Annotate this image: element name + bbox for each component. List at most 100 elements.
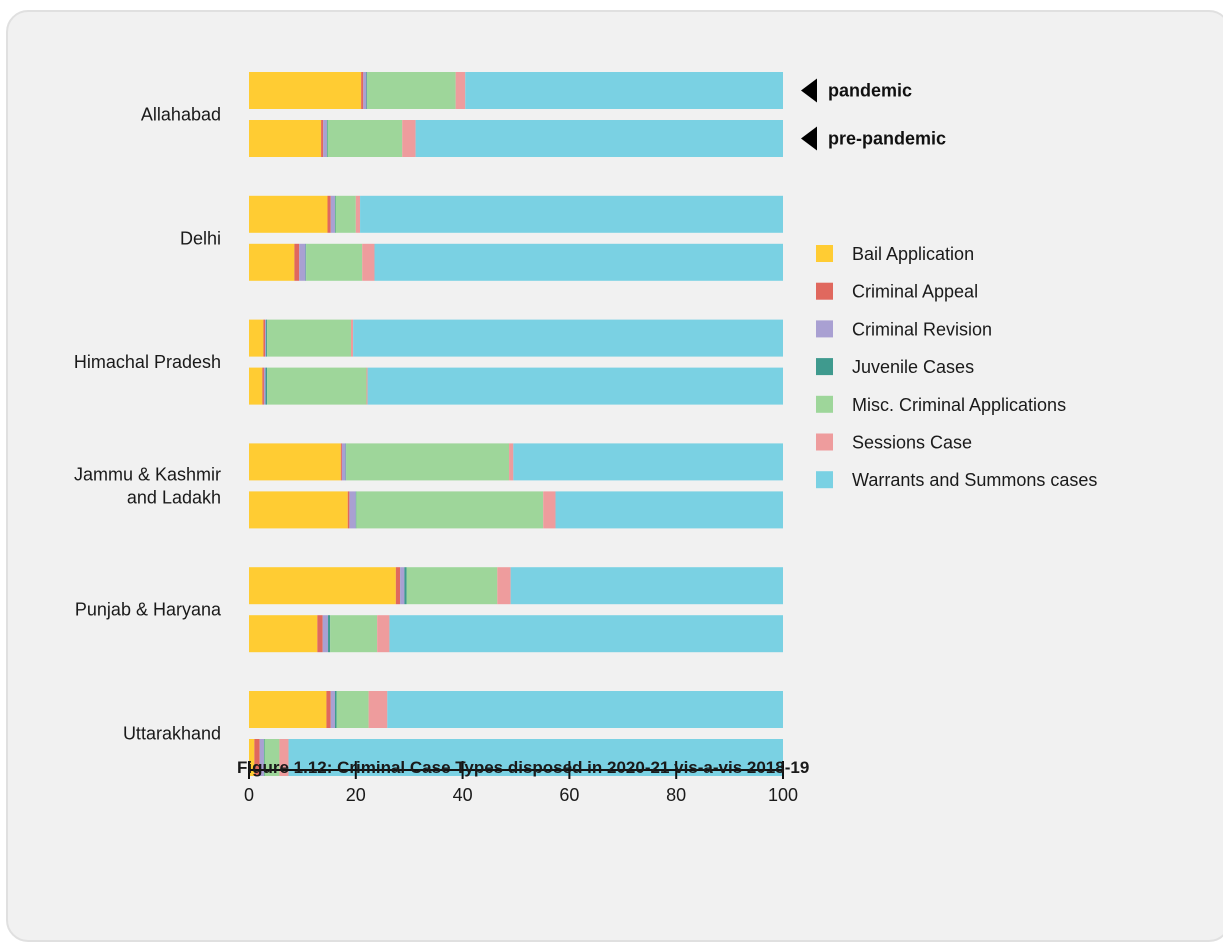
bar-segment-juvenile-cases-pandemic xyxy=(404,567,407,605)
chart-title: Figure 1.12: Criminal Case Types dispose… xyxy=(237,758,809,777)
category-label: Uttarakhand xyxy=(123,724,221,744)
bar-segment-juvenile-cases-pandemic xyxy=(334,691,337,728)
legend-swatch xyxy=(816,320,833,338)
bar-segment-sessions-case-pandemic xyxy=(497,567,511,605)
bar-segment-juvenile-cases-pandemic xyxy=(266,319,268,357)
bar-segment-sessions-case-pandemic xyxy=(355,195,361,233)
bar-segment-criminal-appeal-pre-pandemic xyxy=(317,615,323,653)
bar-segment-bail-application-pre-pandemic xyxy=(249,491,348,529)
legend-label: Misc. Criminal Applications xyxy=(852,395,1066,415)
bar-segment-sessions-case-pre-pandemic xyxy=(543,491,556,529)
bar-segment-warrants-and-summons-cases-pre-pandemic xyxy=(415,120,783,157)
legend-label: Criminal Appeal xyxy=(852,282,978,302)
bar-segment-warrants-and-summons-cases-pandemic xyxy=(360,195,783,233)
bar-segment-criminal-appeal-pre-pandemic xyxy=(262,367,264,405)
category-label: and Ladakh xyxy=(127,487,221,507)
x-tick-label: 80 xyxy=(666,785,686,805)
bar-segment-sessions-case-pandemic xyxy=(350,319,354,357)
x-tick-label: 60 xyxy=(559,785,579,805)
bar-segment-misc-criminal-applications-pre-pandemic xyxy=(327,120,403,157)
bar-segment-criminal-revision-pandemic xyxy=(363,72,367,109)
x-tick-label: 100 xyxy=(768,785,798,805)
bar-segment-sessions-case-pre-pandemic xyxy=(366,367,368,405)
bar-segment-bail-application-pandemic xyxy=(249,195,328,233)
bar-segment-criminal-revision-pandemic xyxy=(341,443,346,481)
bar-segment-criminal-appeal-pandemic xyxy=(263,319,266,357)
bar-segment-misc-criminal-applications-pandemic xyxy=(406,567,498,605)
bar-segment-criminal-appeal-pandemic xyxy=(340,443,342,481)
x-axis: 0 20 40 60 80 100 xyxy=(244,761,798,805)
bar-segment-criminal-revision-pandemic xyxy=(400,567,405,605)
legend-swatch xyxy=(816,471,833,489)
bar-segment-sessions-case-pre-pandemic xyxy=(402,120,416,157)
legend-label: Criminal Revision xyxy=(852,319,992,339)
bar-segment-misc-criminal-applications-pandemic xyxy=(267,319,351,357)
bar-segment-criminal-appeal-pre-pandemic xyxy=(347,491,350,529)
legend-label: Warrants and Summons cases xyxy=(852,470,1097,490)
bar-segment-juvenile-cases-pandemic xyxy=(345,443,347,481)
bar-segment-bail-application-pandemic xyxy=(249,443,341,481)
bar-segment-bail-application-pandemic xyxy=(249,691,327,728)
bar-segment-warrants-and-summons-cases-pandemic xyxy=(510,567,783,605)
legend-swatch xyxy=(816,433,833,451)
category-label: Himachal Pradesh xyxy=(74,352,221,372)
legend-swatch xyxy=(816,395,833,413)
bar-segment-misc-criminal-applications-pre-pandemic xyxy=(267,367,367,405)
bar-segment-warrants-and-summons-cases-pandemic xyxy=(353,319,783,357)
bar-segment-warrants-and-summons-cases-pandemic xyxy=(465,72,783,109)
bars-layer xyxy=(249,72,783,776)
bar-segment-criminal-revision-pre-pandemic xyxy=(322,615,329,653)
bar-segment-warrants-and-summons-cases-pre-pandemic xyxy=(389,615,783,653)
bar-segment-bail-application-pre-pandemic xyxy=(249,615,318,653)
legend-swatch xyxy=(816,282,833,300)
annotation-arrow-icon xyxy=(801,78,817,103)
chart-svg: 0 20 40 60 80 100 Allahabad Delhi Himachal Prad… xyxy=(74,72,1097,805)
legend: Bail Application Criminal Appeal Criminal … xyxy=(816,244,1097,490)
category-label: Allahabad xyxy=(141,105,221,125)
bar-segment-criminal-revision-pre-pandemic xyxy=(299,243,306,281)
legend-swatch xyxy=(816,358,833,376)
bar-segment-criminal-revision-pre-pandemic xyxy=(323,120,327,157)
bar-segment-criminal-appeal-pandemic xyxy=(326,691,331,728)
bar-segment-juvenile-cases-pre-pandemic xyxy=(263,739,265,776)
bar-segment-warrants-and-summons-cases-pre-pandemic xyxy=(555,491,783,529)
legend-label: Bail Application xyxy=(852,244,974,264)
annotation-label: pre-pandemic xyxy=(828,129,946,149)
bar-segment-juvenile-cases-pre-pandemic xyxy=(265,367,268,405)
bar-segment-bail-application-pre-pandemic xyxy=(249,739,255,776)
chart-panel: 0 20 40 60 80 100 Allahabad Delhi Himachal Prad… xyxy=(6,10,1223,942)
bar-segment-misc-criminal-applications-pandemic xyxy=(367,72,456,109)
bar-segment-sessions-case-pandemic xyxy=(455,72,466,109)
x-tick-label: 40 xyxy=(453,785,473,805)
bar-segment-criminal-appeal-pandemic xyxy=(395,567,401,605)
bar-segment-sessions-case-pandemic xyxy=(509,443,514,481)
bar-segment-juvenile-cases-pre-pandemic xyxy=(355,491,357,529)
bar-segment-misc-criminal-applications-pandemic xyxy=(346,443,510,481)
legend-swatch xyxy=(816,245,833,262)
bar-segment-misc-criminal-applications-pre-pandemic xyxy=(356,491,544,529)
bar-segment-warrants-and-summons-cases-pre-pandemic xyxy=(367,367,783,405)
category-label: Delhi xyxy=(180,228,221,248)
x-tick-label: 0 xyxy=(244,785,254,805)
bar-segment-bail-application-pandemic xyxy=(249,567,396,605)
bar-segment-misc-criminal-applications-pandemic xyxy=(335,195,356,233)
bar-segment-criminal-revision-pre-pandemic xyxy=(349,491,356,529)
bar-segment-warrants-and-summons-cases-pre-pandemic xyxy=(374,243,783,281)
bar-segment-misc-criminal-applications-pre-pandemic xyxy=(330,615,378,653)
bar-segment-misc-criminal-applications-pre-pandemic xyxy=(264,739,280,776)
bar-segment-criminal-appeal-pre-pandemic xyxy=(321,120,324,157)
bar-segment-sessions-case-pre-pandemic xyxy=(362,243,375,281)
bar-segment-criminal-appeal-pre-pandemic xyxy=(254,739,260,776)
bar-segment-juvenile-cases-pre-pandemic xyxy=(305,243,307,281)
bar-segment-misc-criminal-applications-pandemic xyxy=(336,691,369,728)
annotation-arrow-icon xyxy=(801,126,817,151)
bar-segment-criminal-revision-pre-pandemic xyxy=(263,367,266,405)
category-label: Punjab & Haryana xyxy=(75,600,222,620)
bar-segment-criminal-revision-pandemic xyxy=(265,319,267,357)
bar-segment-juvenile-cases-pandemic xyxy=(334,195,336,233)
bar-segment-bail-application-pre-pandemic xyxy=(249,120,322,157)
bar-segment-misc-criminal-applications-pre-pandemic xyxy=(306,243,363,281)
bar-segment-warrants-and-summons-cases-pandemic xyxy=(513,443,783,481)
bar-segment-bail-application-pandemic xyxy=(249,319,264,357)
category-labels: Allahabad Delhi Himachal Pradesh Jammu & Ka… xyxy=(74,105,222,744)
